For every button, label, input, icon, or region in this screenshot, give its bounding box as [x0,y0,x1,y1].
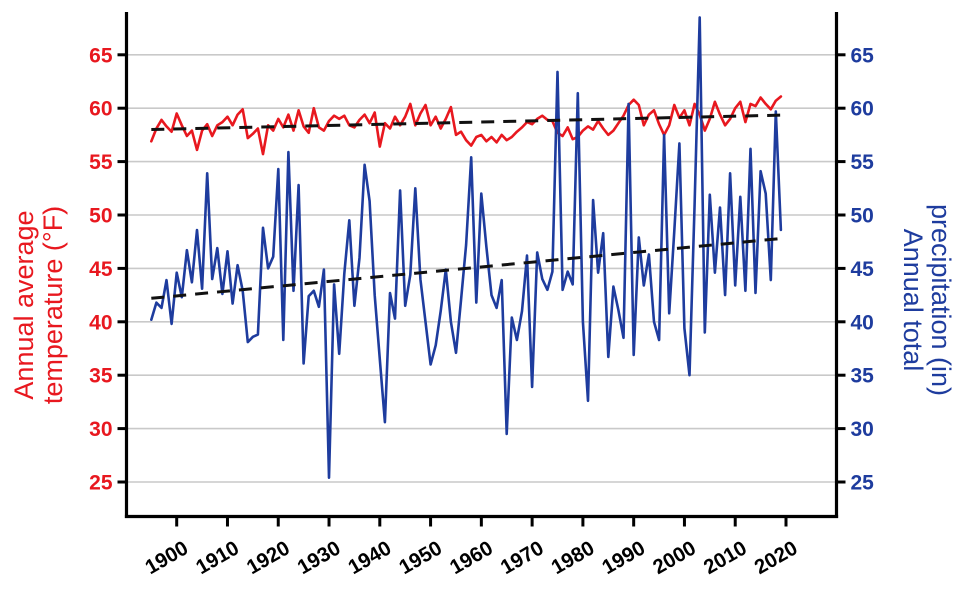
year-tick-label: 2010 [700,536,751,579]
left-tick-label: 35 [89,365,113,388]
left-tick-label: 55 [89,151,113,174]
right-tick-label: 65 [851,44,875,67]
temperature-trend-line [151,113,781,132]
right-tick-label: 50 [851,205,874,228]
right-tick-label: 25 [851,472,875,495]
left-tick-label: 45 [89,258,113,281]
right-tick-label: 60 [851,98,874,121]
year-tick-label: 2000 [649,536,700,579]
left-tick-label: 65 [89,44,113,67]
axes-and-ticks [117,12,846,527]
right-tick-label: 30 [851,418,874,441]
left-axis-title-line1: Annual average [9,210,39,399]
year-tick-label: 1950 [395,536,446,579]
right-tick-label: 45 [851,258,875,281]
precipitation-line [150,16,783,480]
left-tick-label: 25 [89,472,113,495]
year-tick-label: 2020 [751,536,802,579]
left-axis-title-line2: temperature (°F) [38,206,68,404]
year-tick-label: 1960 [446,536,497,579]
left-tick-label: 30 [89,418,112,441]
precipitation-trend-line [151,237,782,300]
trend-lines [151,113,782,300]
year-tick-label: 1900 [141,536,192,579]
year-tick-label: 1980 [547,536,598,579]
year-tick-label: 1920 [243,536,294,579]
data-series [150,16,783,480]
right-tick-label: 55 [851,151,875,174]
right-tick-label: 35 [851,365,875,388]
temperature-line [150,95,783,156]
left-tick-label: 50 [89,205,112,228]
right-axis-title-line2: precipitation (in) [926,204,956,396]
year-tick-label: 1940 [344,536,395,579]
right-tick-label: 40 [851,311,874,334]
year-tick-label: 1970 [497,536,548,579]
left-tick-label: 60 [89,98,112,121]
year-tick-label: 1990 [598,536,649,579]
year-tick-label: 1930 [294,536,345,579]
year-tick-label: 1910 [192,536,243,579]
right-axis-title-line1: Annual total [898,229,928,372]
left-tick-label: 40 [89,311,112,334]
